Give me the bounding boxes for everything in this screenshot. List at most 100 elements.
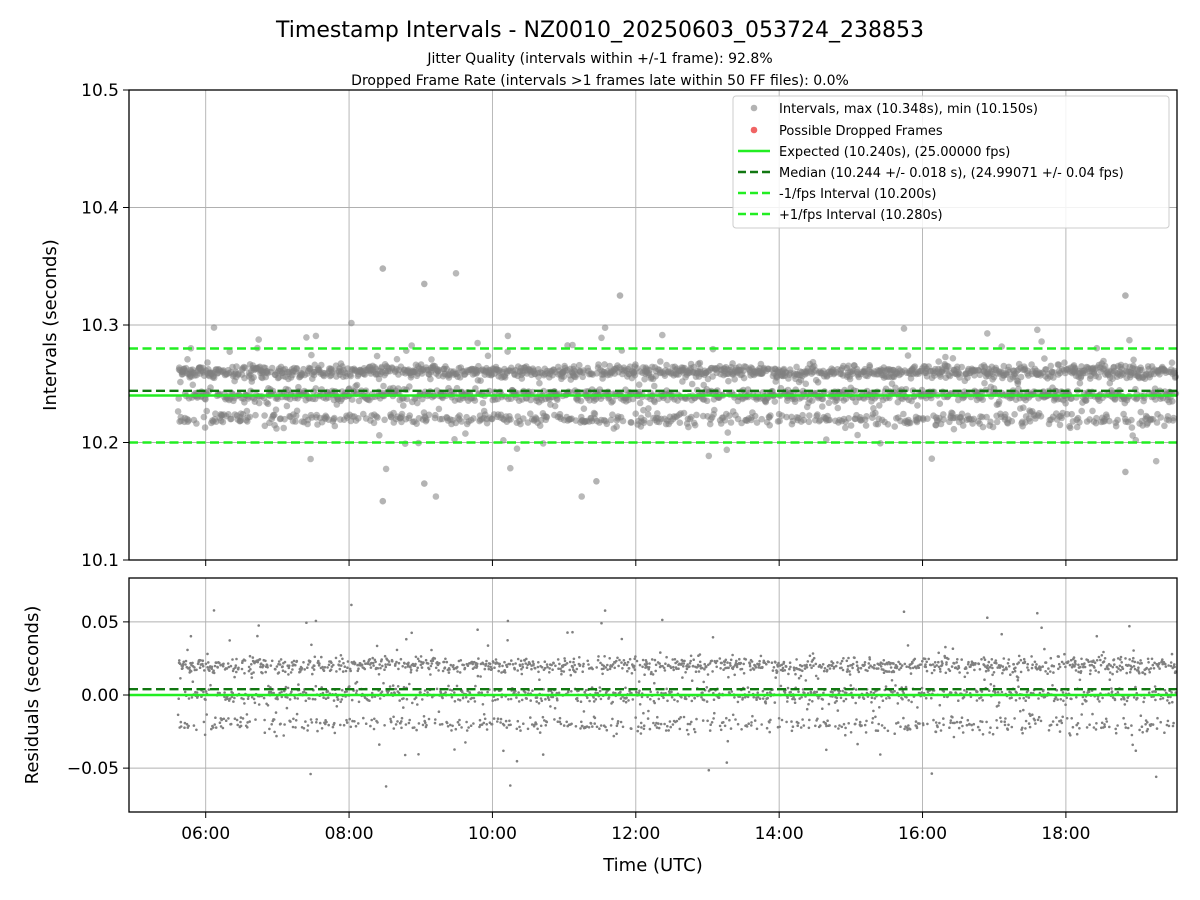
residual-point	[999, 664, 1003, 667]
residual-point	[579, 700, 583, 703]
residual-point	[641, 665, 644, 669]
interval-point	[819, 403, 826, 410]
interval-point	[570, 363, 578, 370]
residual-point	[218, 721, 222, 724]
residual-point	[821, 663, 825, 666]
residual-point	[560, 672, 563, 676]
interval-point	[477, 377, 484, 385]
interval-point	[688, 413, 695, 421]
residual-point	[520, 667, 523, 671]
residual-point	[1062, 662, 1066, 666]
residual-point	[992, 671, 996, 674]
residual-point	[916, 706, 919, 709]
residual-point	[565, 662, 569, 665]
residual-point	[486, 644, 490, 647]
residual-point	[855, 664, 859, 667]
interval-point	[564, 342, 571, 349]
residual-point	[830, 664, 834, 667]
residual-point	[705, 665, 708, 669]
residual-point	[513, 667, 516, 671]
residual-point	[723, 663, 726, 666]
residual-point	[400, 716, 404, 720]
residual-point	[236, 723, 239, 727]
residual-point	[539, 697, 543, 700]
interval-point	[1100, 357, 1107, 365]
residual-point	[447, 684, 450, 688]
residual-point	[1027, 722, 1031, 725]
residual-point	[389, 720, 393, 724]
residual-point	[402, 685, 406, 689]
residual-point	[619, 697, 623, 700]
interval-point	[979, 396, 986, 404]
residual-point	[911, 666, 915, 670]
residual-point	[569, 673, 573, 677]
residual-point	[438, 723, 442, 726]
residual-point	[431, 659, 435, 663]
interval-point	[1058, 414, 1066, 422]
interval-point	[1093, 414, 1100, 422]
residual-point	[761, 665, 764, 669]
residual-point	[520, 672, 524, 676]
residual-point	[676, 700, 679, 703]
residual-point	[1010, 696, 1013, 700]
residual-point	[424, 721, 427, 724]
interval-point	[406, 412, 414, 419]
residual-point	[250, 672, 253, 675]
residual-point	[221, 664, 225, 668]
interval-point	[527, 410, 534, 418]
interval-point	[1076, 379, 1084, 387]
residual-point	[811, 700, 814, 703]
interval-point	[727, 419, 735, 426]
residual-point	[622, 659, 626, 662]
residual-point	[286, 696, 289, 699]
residual-point	[426, 691, 429, 694]
interval-point	[1128, 424, 1136, 431]
residual-point	[899, 725, 902, 728]
residual-point	[947, 657, 950, 661]
interval-point	[578, 493, 585, 500]
residual-point	[767, 660, 770, 664]
residual-point	[571, 630, 574, 634]
residual-point	[671, 658, 674, 661]
residual-point	[665, 687, 668, 691]
residual-point	[981, 733, 985, 736]
residual-point	[377, 673, 381, 676]
residual-point	[929, 663, 933, 667]
residual-point	[546, 665, 549, 669]
residual-point	[591, 725, 594, 728]
interval-point	[518, 375, 526, 382]
residual-point	[1046, 672, 1049, 675]
residual-point	[541, 715, 545, 719]
residual-point	[436, 661, 439, 664]
interval-point	[645, 405, 652, 412]
residual-point	[417, 753, 420, 756]
residual-point	[181, 662, 185, 666]
residual-point	[750, 724, 753, 727]
residual-point	[961, 724, 964, 728]
interval-point	[928, 455, 936, 463]
residual-point	[797, 676, 801, 680]
residual-point	[248, 654, 252, 658]
residual-point	[345, 718, 348, 722]
residual-point	[492, 717, 496, 720]
residual-point	[780, 663, 783, 667]
residual-point	[395, 648, 399, 652]
residual-point	[997, 701, 1001, 704]
residual-point	[740, 728, 743, 731]
interval-point	[740, 374, 748, 382]
residual-point	[1043, 647, 1046, 651]
residual-point	[1042, 688, 1045, 692]
residual-point	[525, 697, 528, 700]
legend[interactable]: Intervals, max (10.348s), min (10.150s) …	[732, 95, 1170, 229]
residual-point	[666, 699, 669, 703]
interval-outlier-point	[593, 478, 600, 485]
residual-point	[654, 663, 658, 667]
residual-point	[609, 724, 613, 727]
residual-point	[908, 728, 912, 731]
residual-point	[621, 725, 625, 729]
interval-point	[470, 415, 477, 422]
residual-point	[628, 657, 632, 661]
residual-point	[872, 667, 876, 670]
residual-point	[1062, 699, 1065, 703]
